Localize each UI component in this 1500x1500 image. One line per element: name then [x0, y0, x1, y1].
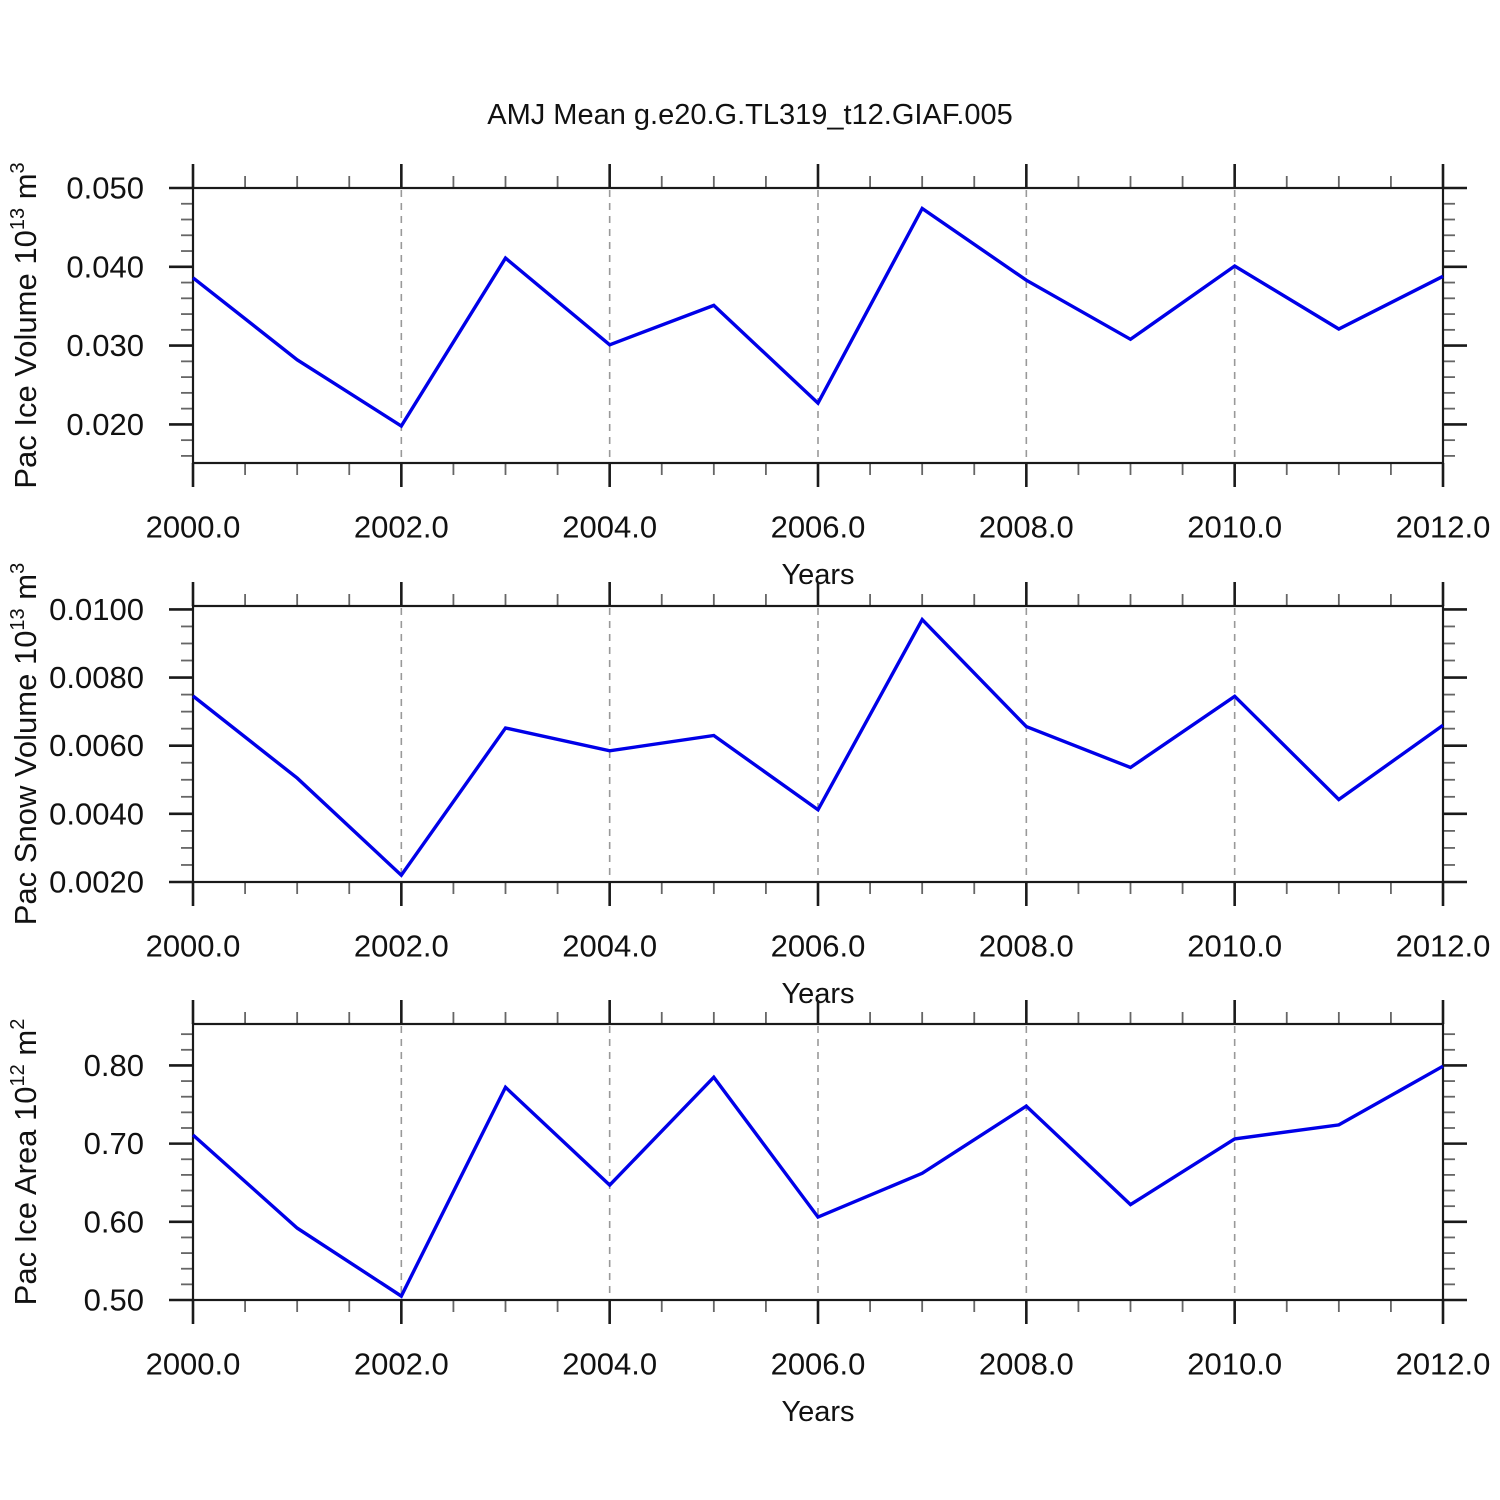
x-tick-label: 2006.0: [771, 510, 866, 545]
plot-frame: [191, 604, 1445, 884]
x-tick-label: 2010.0: [1187, 510, 1282, 545]
x-tick-label: 2010.0: [1187, 1347, 1282, 1382]
y-tick-label: 0.050: [66, 171, 144, 206]
plot-frame: [191, 186, 1445, 465]
y-tick-label: 0.0100: [49, 592, 144, 627]
ticks: [169, 1000, 1467, 1324]
x-tick-label: 2000.0: [146, 510, 241, 545]
gridlines: [400, 608, 1236, 880]
x-tick-label: 2012.0: [1396, 929, 1491, 964]
y-axis-title: Pac Ice Area 1012 m2: [7, 1019, 43, 1306]
chart-title: AMJ Mean g.e20.G.TL319_t12.GIAF.005: [487, 99, 1013, 131]
x-tick-label: 2010.0: [1187, 929, 1282, 964]
x-tick-label: 2008.0: [979, 510, 1074, 545]
x-tick-label: 2012.0: [1396, 510, 1491, 545]
x-tick-label: 2000.0: [146, 1347, 241, 1382]
x-tick-label: 2002.0: [354, 929, 449, 964]
y-axis-title: Pac Snow Volume 1013 m3: [7, 563, 43, 926]
x-tick-label: 2002.0: [354, 1347, 449, 1382]
x-tick-label: 2008.0: [979, 929, 1074, 964]
x-tick-label: 2002.0: [354, 510, 449, 545]
y-tick-label: 0.70: [84, 1126, 144, 1161]
y-axis-title: Pac Ice Volume 1013 m3: [7, 162, 43, 488]
x-tick-label: 2006.0: [771, 929, 866, 964]
x-tick-label: 2008.0: [979, 1347, 1074, 1382]
x-tick-label: 2004.0: [562, 510, 657, 545]
y-tick-label: 0.60: [84, 1204, 144, 1239]
pac-ice-area-series-line: [191, 1064, 1444, 1299]
y-tick-label: 0.030: [66, 328, 144, 363]
gridlines: [400, 1026, 1236, 1298]
panel-pac-ice-volume: 0.050 0.040 0.030 0.020 2000.0 2002.0 2004.0 20…: [7, 162, 1490, 591]
x-tick-label: 2004.0: [562, 1347, 657, 1382]
y-tick-label: 0.0020: [49, 865, 144, 900]
y-tick-label: 0.80: [84, 1048, 144, 1083]
plot-frame: [191, 1022, 1445, 1302]
x-tick-label: 2004.0: [562, 929, 657, 964]
x-tick-label: 2012.0: [1396, 1347, 1491, 1382]
x-tick-label: 2000.0: [146, 929, 241, 964]
pac-snow-volume-series-line: [191, 616, 1444, 878]
y-tick-label: 0.020: [66, 407, 144, 442]
y-tick-label: 0.0060: [49, 728, 144, 763]
y-tick-label: 0.0080: [49, 660, 144, 695]
pac-ice-volume-series-line: [191, 206, 1444, 429]
y-tick-label: 0.0040: [49, 796, 144, 831]
y-tick-label: 0.040: [66, 249, 144, 284]
gridlines: [400, 190, 1236, 461]
x-tick-label: 2006.0: [771, 1347, 866, 1382]
ticks: [169, 582, 1467, 906]
y-tick-label: 0.50: [84, 1283, 144, 1318]
ticks: [169, 164, 1467, 487]
x-axis-title: Years: [781, 1396, 854, 1428]
